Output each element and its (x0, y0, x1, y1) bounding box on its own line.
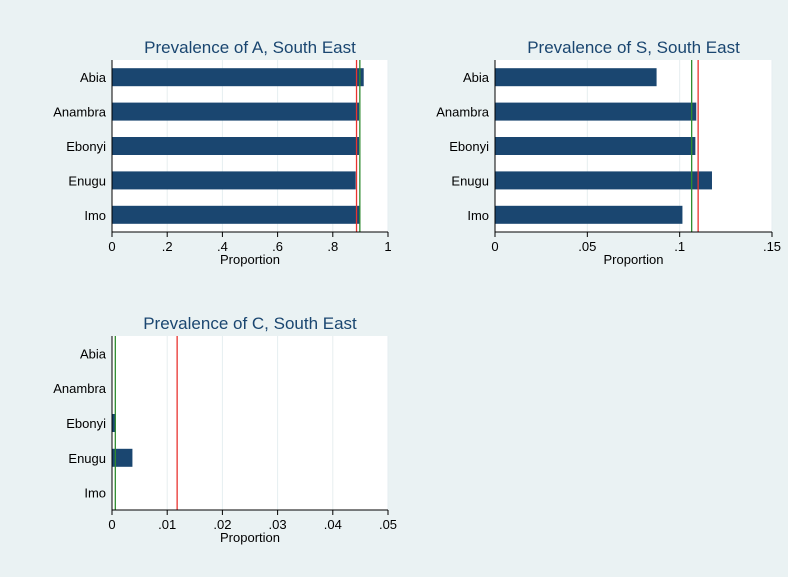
x-tick-label: .03 (269, 517, 287, 532)
x-tick-label: 1 (384, 239, 391, 254)
bar (112, 68, 364, 87)
bar (112, 414, 116, 432)
category-label: Ebonyi (66, 139, 106, 154)
x-axis-label: Proportion (604, 252, 664, 267)
x-tick-label: .05 (578, 239, 596, 254)
category-label: Anambra (436, 105, 490, 120)
x-tick-label: 0 (108, 239, 115, 254)
bar (112, 205, 361, 224)
category-label: Abia (463, 70, 490, 85)
category-label: Anambra (53, 381, 107, 396)
category-label: Ebonyi (66, 416, 106, 431)
x-axis-label: Proportion (220, 252, 280, 267)
bar (112, 171, 356, 190)
chart-panel-1: Prevalence of A, South East Abia Anambra Eb… (53, 38, 391, 267)
x-tick-label: .05 (379, 517, 397, 532)
x-tick-label: .8 (327, 239, 338, 254)
charts-root: Prevalence of A, South East Abia Anambra Eb… (53, 38, 781, 545)
category-label: Imo (467, 208, 489, 223)
bar (495, 171, 712, 190)
bar (112, 102, 360, 121)
category-label: Imo (84, 486, 106, 501)
x-tick-label: .01 (158, 517, 176, 532)
plot-area (112, 336, 388, 510)
bar (495, 102, 697, 121)
chart-title: Prevalence of C, South East (143, 314, 357, 333)
category-label: Enugu (451, 173, 489, 188)
bar (495, 68, 657, 87)
chart-title: Prevalence of S, South East (527, 38, 740, 57)
bar (112, 448, 133, 467)
category-label: Enugu (68, 173, 106, 188)
chart-title: Prevalence of A, South East (144, 38, 356, 57)
category-label: Imo (84, 208, 106, 223)
bar (495, 205, 683, 224)
category-label: Abia (80, 70, 107, 85)
x-axis-label: Proportion (220, 530, 280, 545)
bar (495, 137, 696, 155)
x-tick-label: .4 (217, 239, 228, 254)
chart-panel-2: Prevalence of S, South East Abia Anambra Eb… (436, 38, 781, 267)
bar (112, 137, 360, 155)
x-tick-label: .15 (763, 239, 781, 254)
category-label: Abia (80, 346, 107, 361)
x-tick-label: .04 (324, 517, 342, 532)
x-tick-label: 0 (491, 239, 498, 254)
x-tick-label: .02 (213, 517, 231, 532)
x-tick-label: .1 (674, 239, 685, 254)
x-tick-label: 0 (108, 517, 115, 532)
chart-panel-3: Prevalence of C, South East Abia Anambra Eb… (53, 314, 397, 545)
category-label: Enugu (68, 451, 106, 466)
x-tick-label: .6 (272, 239, 283, 254)
category-label: Anambra (53, 105, 107, 120)
category-label: Ebonyi (449, 139, 489, 154)
x-tick-label: .2 (162, 239, 173, 254)
